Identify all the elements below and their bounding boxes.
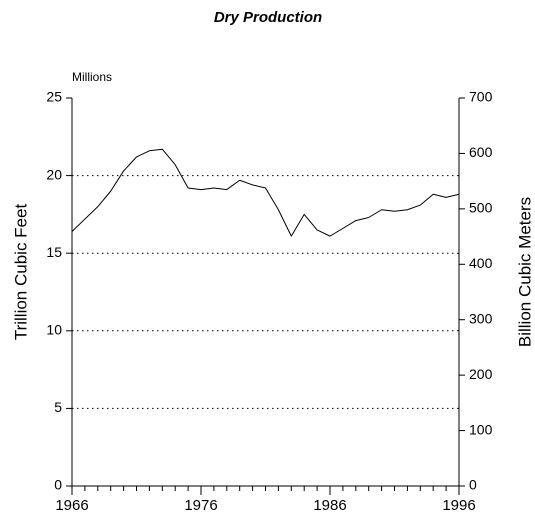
units-annotation: Millions <box>72 70 112 84</box>
y-tick-label: 15 <box>46 244 62 260</box>
y2-tick-label: 400 <box>469 255 493 271</box>
x-tick-label: 1996 <box>442 497 475 514</box>
y-tick-label: 10 <box>46 322 62 338</box>
y-axis-label: Trillion Cubic Feet <box>11 204 30 341</box>
chart-title: Dry Production <box>214 9 322 26</box>
y2-tick-label: 100 <box>469 421 493 437</box>
y2-tick-label: 0 <box>469 477 477 493</box>
y-tick-label: 5 <box>54 399 62 415</box>
y2-tick-label: 200 <box>469 366 493 382</box>
y-tick-label: 25 <box>46 89 62 105</box>
x-tick-label: 1976 <box>184 497 217 514</box>
x-tick-label: 1966 <box>55 497 88 514</box>
x-tick-label: 1986 <box>313 497 346 514</box>
data-line <box>71 148 460 237</box>
y-tick-label: 0 <box>54 477 62 493</box>
y2-axis-label: Billion Cubic Meters <box>515 197 534 347</box>
y2-tick-label: 500 <box>469 200 493 216</box>
y2-tick-label: 600 <box>469 144 493 160</box>
y2-tick-label: 300 <box>469 310 493 326</box>
y2-tick-label: 700 <box>469 89 493 105</box>
y-tick-label: 20 <box>46 166 62 182</box>
